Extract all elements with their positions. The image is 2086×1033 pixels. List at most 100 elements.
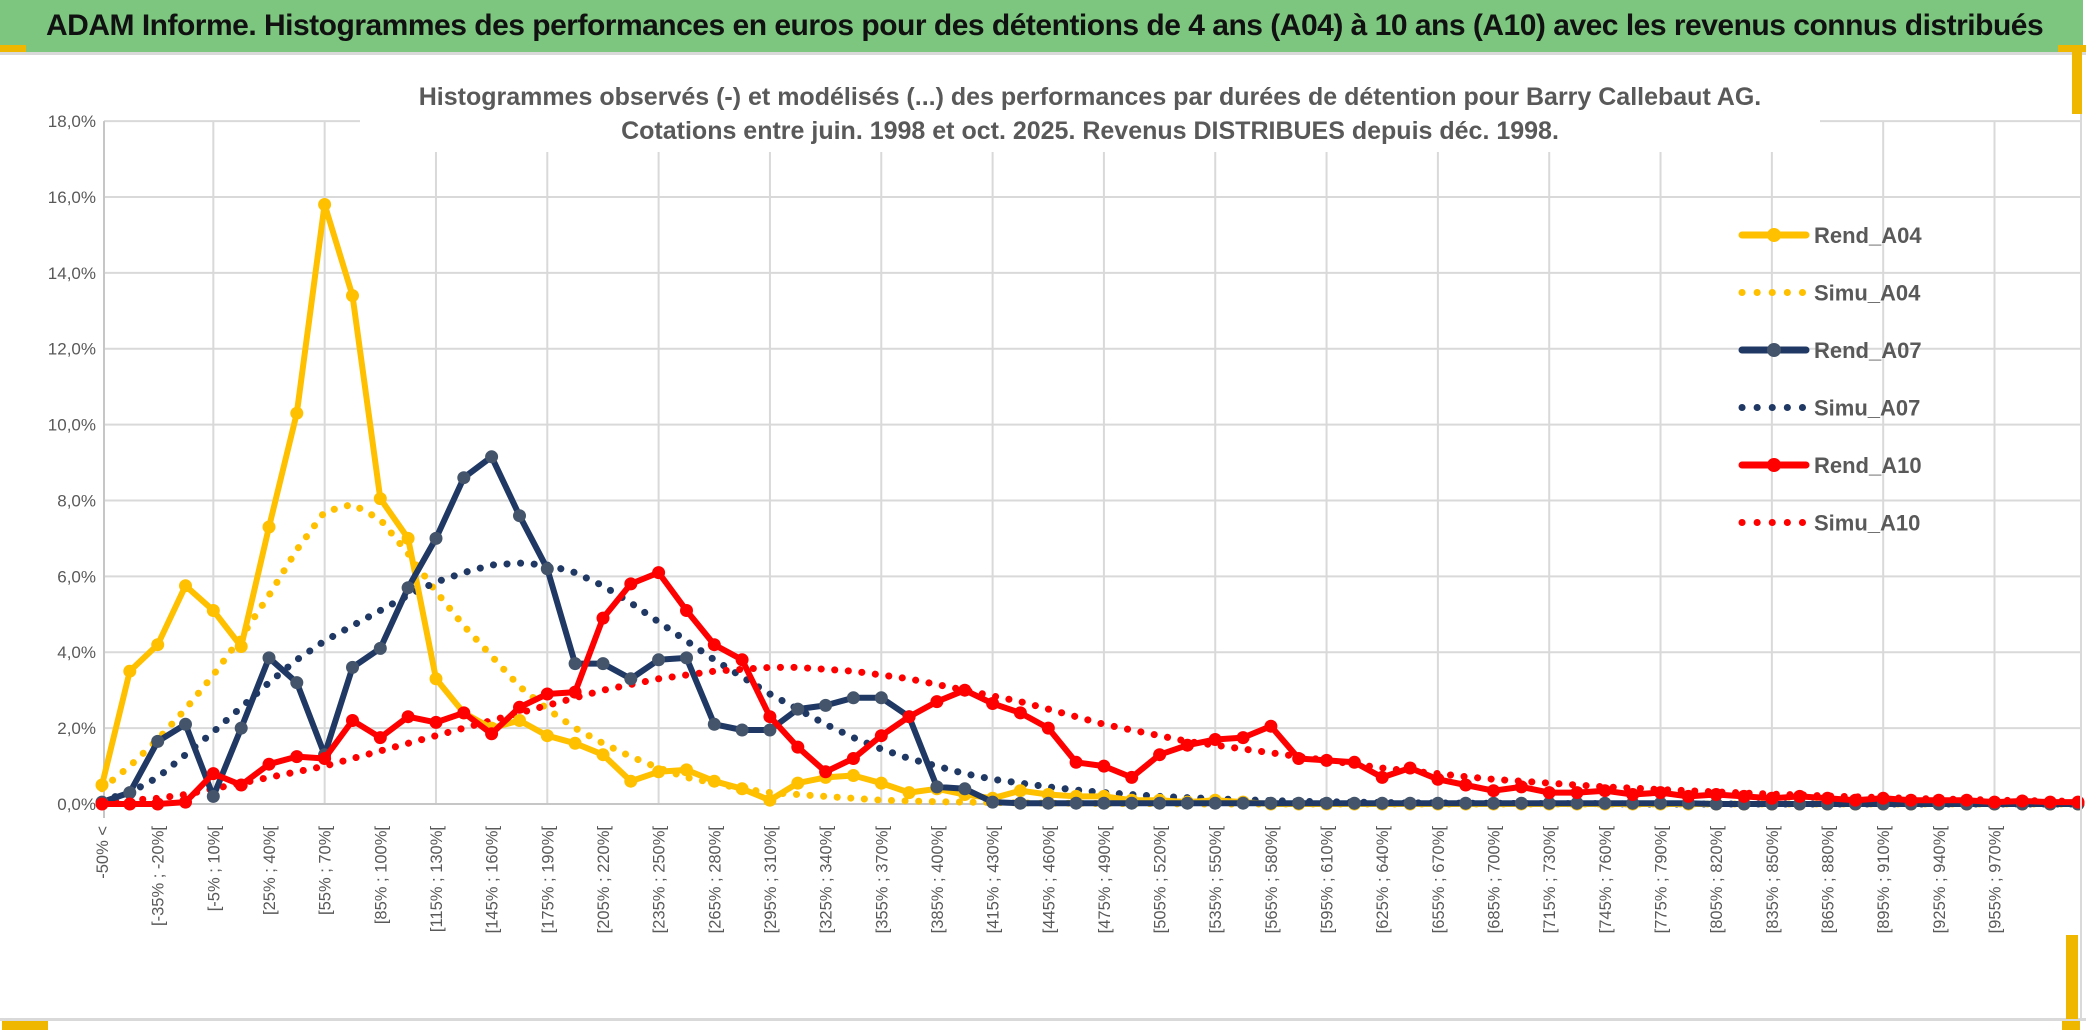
series-line-Simu_A07 — [98, 559, 2082, 808]
series-marker-Rend_A07 — [1236, 796, 1250, 810]
series-marker-Rend_A07 — [1097, 796, 1111, 810]
series-marker-Rend_A10 — [1153, 748, 1167, 762]
series-marker-Rend_A10 — [986, 697, 1000, 710]
series-marker-Rend_A07 — [596, 657, 610, 671]
series-marker-Rend_A10 — [1570, 786, 1584, 800]
series-marker-Rend_A10 — [151, 797, 165, 811]
x-tick-label: [805% ; 820%[ — [1708, 826, 1726, 934]
x-tick-label: [205% ; 220%[ — [595, 826, 613, 934]
series-marker-Rend_A10 — [1709, 788, 1723, 801]
legend-label: Simu_A10 — [1814, 511, 1920, 536]
series-Rend_A10 — [95, 566, 2085, 811]
series-marker-Rend_A07 — [151, 734, 165, 748]
series-marker-Rend_A07 — [290, 676, 304, 690]
series-marker-Rend_A10 — [95, 797, 109, 811]
series-line-Rend_A07 — [99, 453, 2081, 807]
series-marker-Rend_A10 — [2043, 795, 2057, 809]
bottom-divider — [0, 1018, 2086, 1021]
series-marker-Rend_A07 — [819, 698, 833, 712]
series-marker-Rend_A07 — [373, 641, 387, 655]
y-tick-label: 12,0% — [48, 340, 96, 359]
series-marker-Rend_A10 — [930, 695, 944, 709]
gold-accent-bottom-left — [2, 1021, 48, 1030]
series-marker-Rend_A04 — [596, 748, 610, 762]
series-marker-Rend_A07 — [1431, 796, 1445, 810]
series-marker-Rend_A10 — [1793, 789, 1807, 803]
series-marker-Rend_A04 — [902, 786, 916, 800]
series-marker-Rend_A07 — [234, 721, 248, 735]
series-marker-Rend_A07 — [652, 653, 666, 667]
series-line-Simu_A04 — [98, 500, 2082, 808]
x-tick-label: [655% ; 670%[ — [1430, 826, 1448, 934]
series-marker-Rend_A10 — [1654, 786, 1667, 800]
series-marker-Rend_A10 — [540, 687, 554, 701]
legend-label: Simu_A07 — [1814, 396, 1920, 421]
series-marker-Rend_A10 — [874, 729, 888, 743]
series-marker-Rend_A04 — [763, 793, 777, 807]
series-marker-Rend_A10 — [1375, 770, 1389, 784]
chart-title-background — [360, 72, 1820, 152]
x-tick-label: [835% ; 850%[ — [1764, 826, 1782, 934]
series-Simu_A10 — [98, 663, 2082, 806]
series-line-Rend_A04 — [99, 201, 2081, 807]
legend-sample-marker — [1767, 343, 1781, 357]
series-marker-Rend_A10 — [1960, 793, 1974, 807]
series-marker-Rend_A07 — [206, 789, 220, 803]
x-tick-label: [715% ; 730%[ — [1541, 826, 1559, 934]
series-marker-Rend_A10 — [401, 710, 415, 724]
legend-item-Rend_A10: Rend_A10 — [1738, 453, 1922, 478]
series-marker-Rend_A10 — [290, 750, 304, 764]
series-marker-Rend_A10 — [707, 638, 721, 652]
series-marker-Rend_A07 — [346, 660, 359, 674]
x-tick-label: [145% ; 160%[ — [484, 826, 502, 934]
x-tick-label: [595% ; 610%[ — [1319, 826, 1337, 934]
series-marker-Rend_A10 — [206, 767, 220, 781]
series-marker-Rend_A10 — [1542, 786, 1556, 800]
x-tick-label: -50% < — [94, 826, 112, 879]
y-tick-label: 10,0% — [48, 416, 96, 435]
series-marker-Rend_A07 — [1013, 796, 1027, 810]
series-marker-Rend_A10 — [1264, 719, 1278, 733]
legend-item-Simu_A07: Simu_A07 — [1738, 396, 1920, 421]
x-tick-label: [535% ; 550%[ — [1207, 826, 1225, 934]
series-marker-Rend_A07 — [930, 780, 944, 794]
legend-label: Rend_A07 — [1814, 338, 1922, 363]
series-marker-Rend_A04 — [791, 776, 805, 790]
x-tick-label: [955% ; 970%[ — [1987, 826, 2005, 934]
series-marker-Rend_A04 — [234, 640, 248, 653]
series-marker-Rend_A10 — [680, 604, 693, 617]
header-divider — [0, 52, 2086, 55]
chart-title-line2: Cotations entre juin. 1998 et oct. 2025.… — [621, 117, 1559, 145]
legend-item-Rend_A07: Rend_A07 — [1738, 338, 1922, 363]
series-marker-Rend_A07 — [846, 691, 860, 705]
series-marker-Rend_A07 — [1654, 796, 1667, 810]
series-marker-Rend_A04 — [874, 776, 888, 790]
x-tick-label: [325% ; 340%[ — [818, 826, 836, 934]
series-marker-Rend_A07 — [707, 717, 721, 731]
series-marker-Rend_A10 — [958, 683, 972, 697]
series-marker-Rend_A07 — [1208, 796, 1222, 810]
x-tick-label: [355% ; 370%[ — [873, 826, 891, 934]
series-marker-Rend_A07 — [1709, 797, 1723, 811]
y-tick-label: 18,0% — [48, 112, 96, 131]
series-marker-Rend_A04 — [735, 782, 749, 796]
series-marker-Rend_A07 — [1180, 796, 1194, 810]
series-marker-Rend_A10 — [262, 757, 276, 771]
series-marker-Rend_A10 — [846, 752, 860, 765]
legend-item-Simu_A04: Simu_A04 — [1738, 281, 1921, 306]
series-marker-Rend_A04 — [318, 198, 332, 211]
series-marker-Rend_A07 — [680, 651, 693, 665]
x-tick-label: [925% ; 940%[ — [1931, 826, 1949, 934]
series-marker-Rend_A10 — [1208, 733, 1222, 746]
series-marker-Rend_A04 — [568, 736, 582, 750]
gridlines — [103, 120, 2080, 818]
series-marker-Rend_A10 — [1904, 793, 1918, 807]
series-marker-Rend_A04 — [262, 520, 276, 534]
series-marker-Rend_A10 — [1737, 789, 1751, 803]
series-marker-Rend_A10 — [1988, 795, 2001, 809]
series-marker-Rend_A04 — [290, 406, 304, 420]
series-marker-Rend_A04 — [346, 289, 359, 303]
series-marker-Rend_A10 — [1765, 791, 1779, 805]
series-marker-Rend_A10 — [318, 752, 332, 765]
series-marker-Rend_A10 — [735, 653, 749, 667]
